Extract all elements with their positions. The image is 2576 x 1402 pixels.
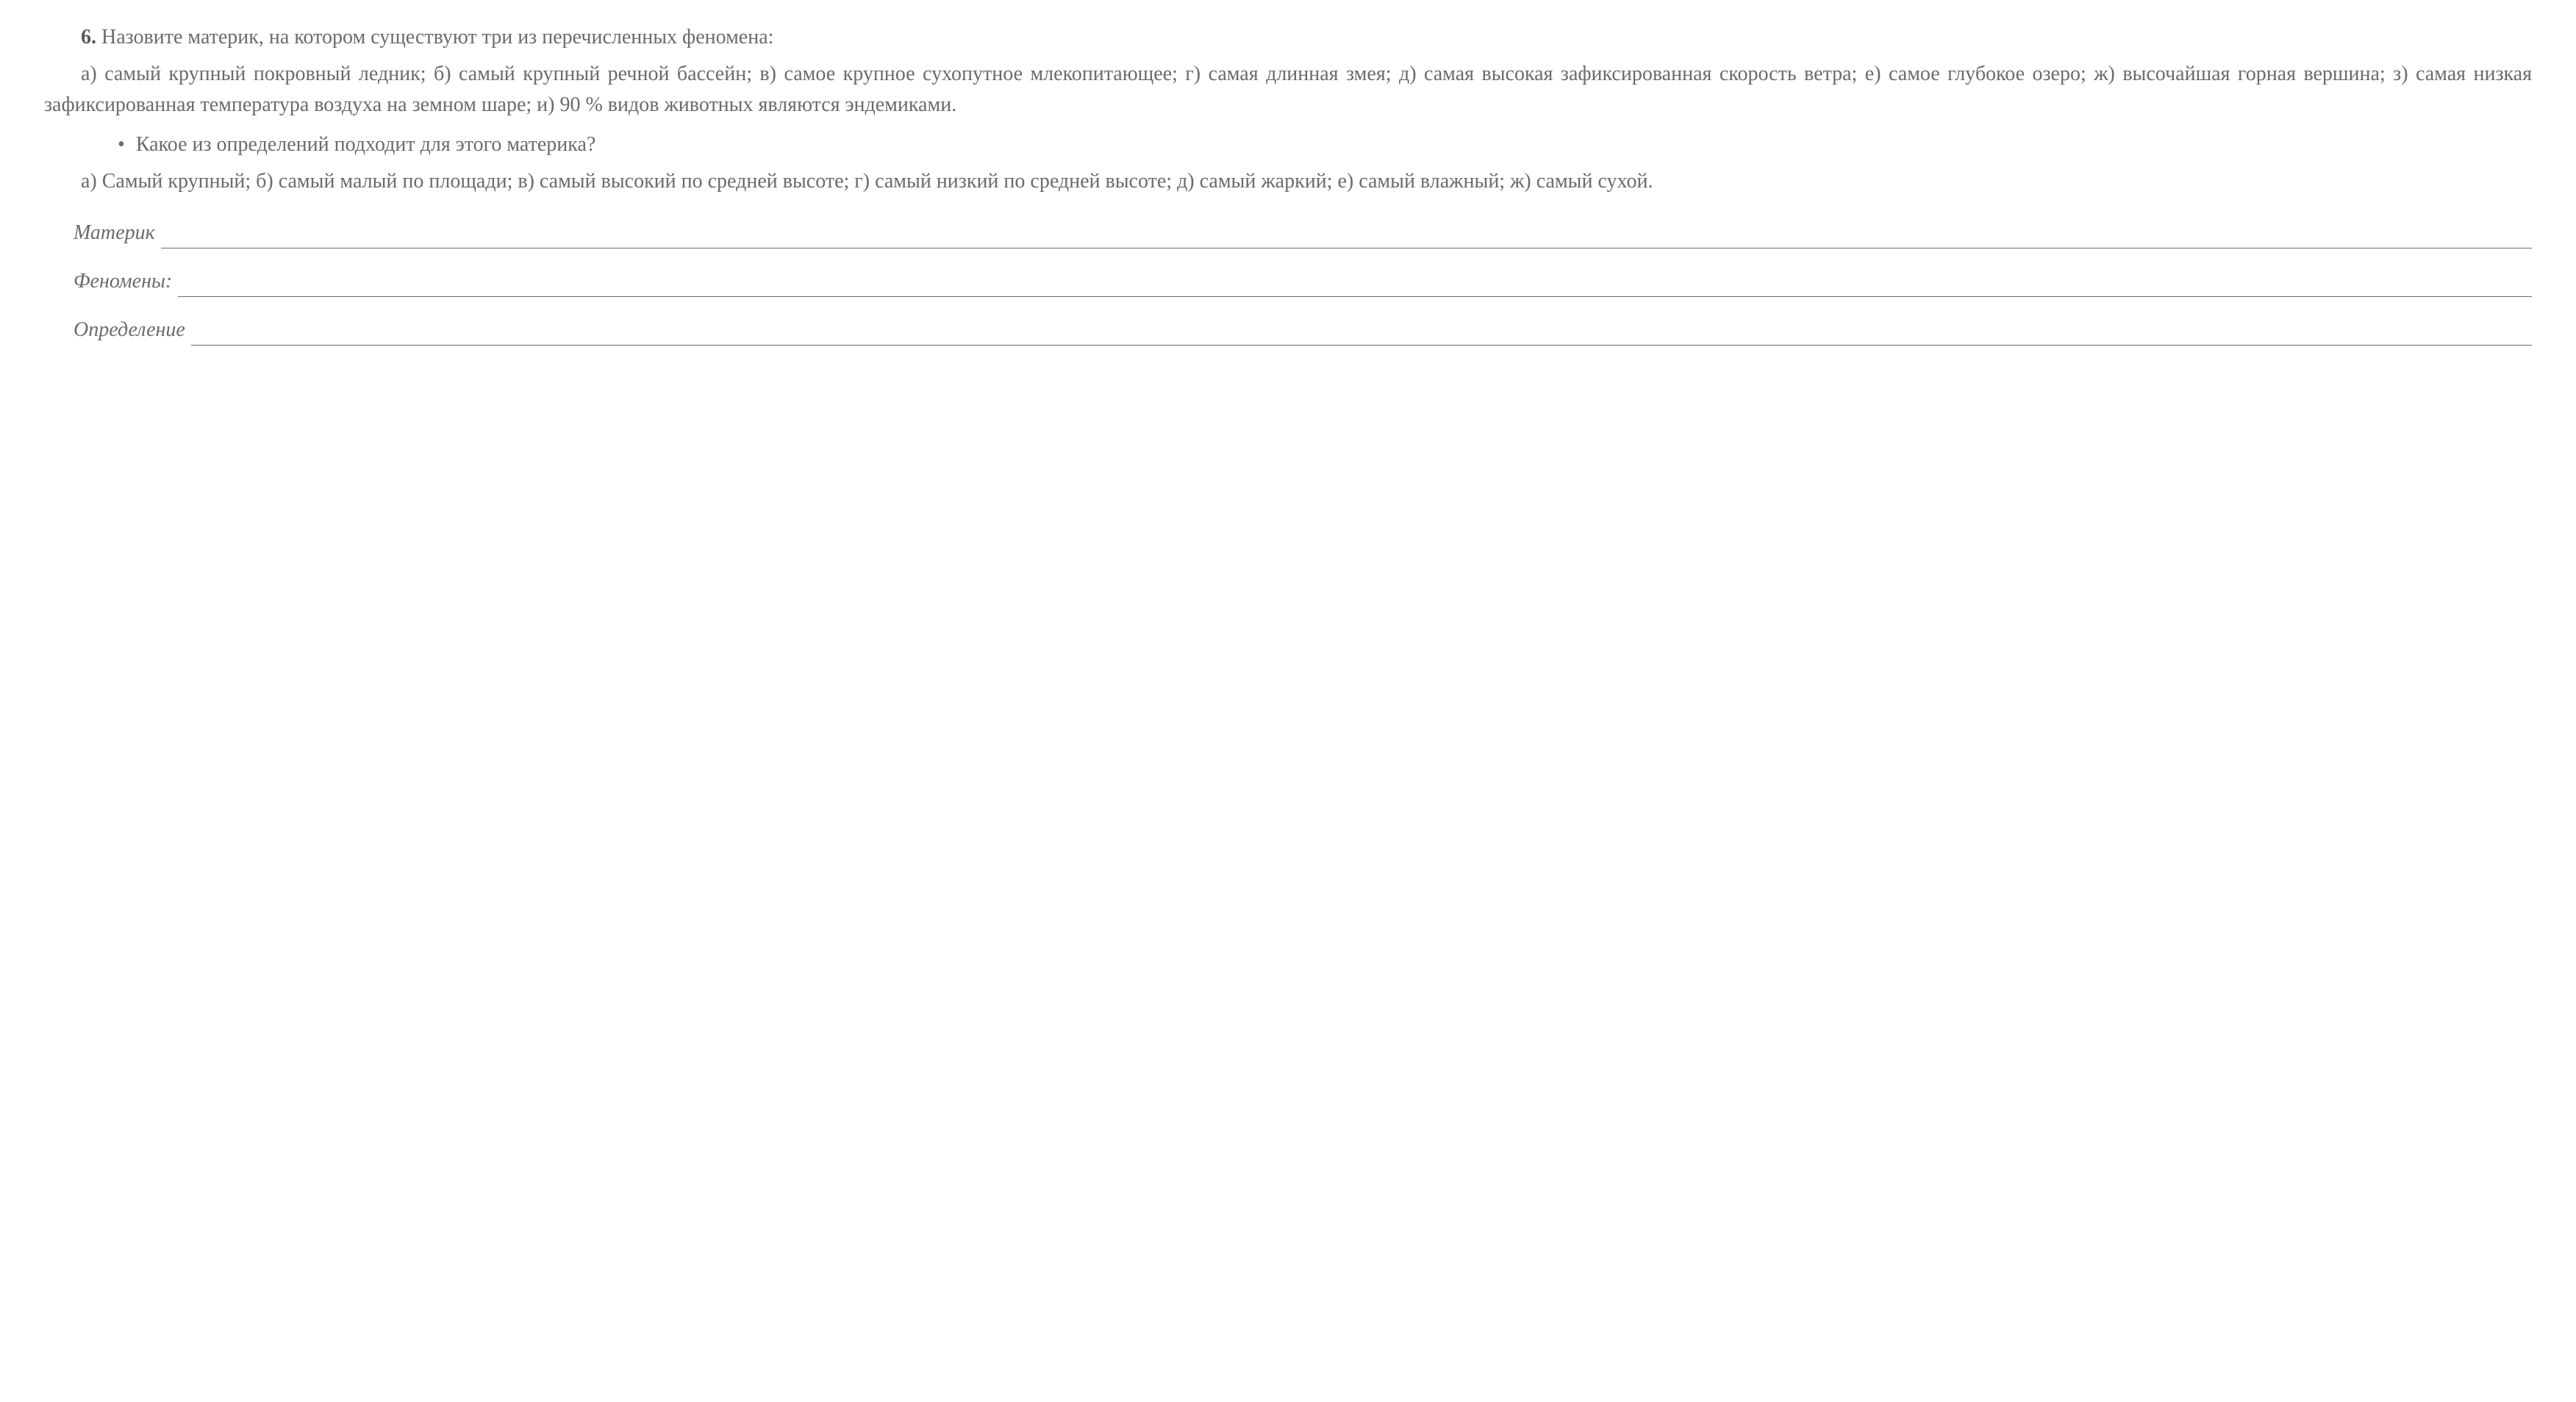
question-number: 6.	[81, 26, 96, 49]
bullet-question-row: • Какое из определений подходит для этог…	[44, 129, 2532, 160]
question-main-text: Назовите материк, на котором существуют …	[101, 26, 773, 49]
definition-input-line[interactable]	[191, 323, 2532, 346]
phenomena-input-line[interactable]	[178, 275, 2532, 297]
bullet-icon: •	[81, 129, 125, 160]
phenomena-options: а) самый крупный покровный ледник; б) са…	[44, 59, 2532, 121]
continent-input-line[interactable]	[161, 226, 2532, 248]
phenomena-answer-row: Феномены:	[74, 266, 2532, 297]
question-intro: 6. Назовите материк, на котором существу…	[44, 22, 2532, 53]
continent-answer-row: Материк	[74, 218, 2532, 248]
continent-label: Материк	[74, 218, 155, 248]
phenomena-label: Феномены:	[74, 266, 172, 297]
definition-label: Определение	[74, 315, 185, 346]
definition-answer-row: Определение	[74, 315, 2532, 346]
question-block: 6. Назовите материк, на котором существу…	[44, 22, 2532, 197]
definition-options: а) Самый крупный; б) самый малый по площ…	[44, 166, 2532, 197]
bullet-question-text: Какое из определений подходит для этого …	[136, 133, 596, 156]
